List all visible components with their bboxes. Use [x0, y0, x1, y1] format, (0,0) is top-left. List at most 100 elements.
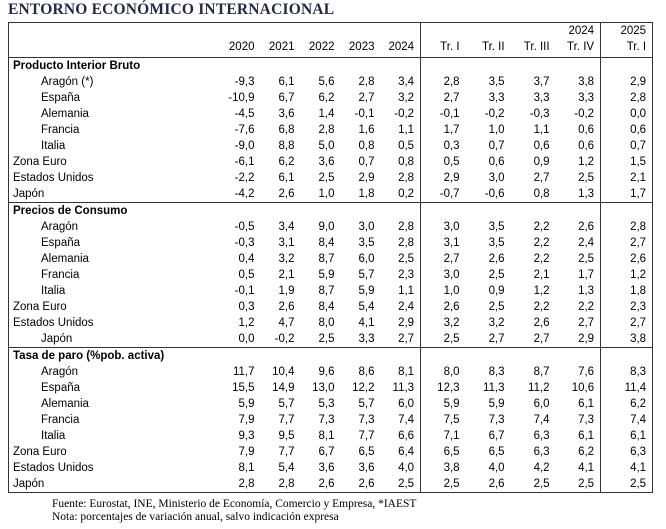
column-header: Tr. IV	[567, 41, 595, 53]
row-label: Zona Euro	[13, 156, 67, 168]
value-cell: -0,1	[354, 108, 375, 120]
empty-cell	[420, 347, 466, 364]
header-row: 2024 2025	[9, 22, 653, 39]
data-row: Japón -4,2 2,6 1,0 1,8 0,2 -0,7 -0,6 0,8 1,3 1,7	[9, 186, 653, 203]
value-cell: 12,2	[352, 382, 375, 394]
value-cell: 1,1	[398, 124, 415, 136]
row-label: Zona Euro	[13, 446, 67, 458]
value-cell: 2,5	[318, 172, 335, 184]
value-cell: 1,2	[578, 156, 595, 168]
empty-cell	[300, 347, 341, 364]
row-label: Francia	[41, 414, 80, 426]
value-cell: 3,3	[358, 333, 375, 345]
value-cell: 2,6	[420, 299, 466, 315]
value-cell: 8,4	[318, 301, 335, 313]
value-cell: 5,9	[318, 269, 335, 281]
value-cell: 2,5	[488, 269, 505, 281]
value-cell: 1,8	[600, 283, 653, 299]
table-body: Producto Interior Bruto Aragón (*) -9,3 6,1…	[8, 57, 653, 493]
data-row: España 15,5 14,9 13,0 12,2 11,3 12,3 11,3 11,2 10…	[9, 380, 653, 396]
empty-cell	[555, 202, 601, 219]
value-cell: -0,1	[420, 106, 466, 122]
value-cell: 13,0	[312, 382, 335, 394]
value-cell: 7,3	[578, 414, 595, 426]
note: Fuente: Eurostat, INE, Ministerio de Eco…	[52, 498, 417, 510]
value-cell: 8,1	[398, 366, 415, 378]
value-cell: 2,2	[533, 253, 550, 265]
value-cell: 2,8	[420, 74, 466, 90]
value-cell: 7,3	[488, 414, 505, 426]
value-cell: 1,1	[398, 285, 415, 297]
empty-cell	[340, 57, 381, 74]
header-year: 2024	[420, 22, 601, 39]
value-cell: 2,6	[318, 478, 335, 490]
data-row: Zona Euro 7,9 7,7 6,7 6,5 6,4 6,5 6,5 6,3 6,2 6,3	[9, 444, 653, 460]
empty-cell	[465, 57, 511, 74]
data-row: Aragón -0,5 3,4 9,0 3,0 2,8 3,0 3,5 2,2 2,6 2,8	[9, 219, 653, 235]
value-cell: 1,7	[420, 122, 466, 138]
value-cell: 2,5	[533, 478, 550, 490]
value-cell: 2,7	[420, 251, 466, 267]
value-cell: 1,2	[600, 267, 653, 283]
value-cell: 6,2	[278, 156, 295, 168]
value-cell: 3,0	[420, 219, 466, 235]
value-cell: 0,0	[600, 106, 653, 122]
value-cell: 1,0	[488, 124, 505, 136]
value-cell: -0,7	[420, 186, 466, 203]
data-row: España -10,9 6,7 6,2 2,7 3,2 2,7 3,3 3,3 3,3 2,8	[9, 90, 653, 106]
data-row: Francia -7,6 6,8 2,8 1,6 1,1 1,7 1,0 1,1 0,6 0,6	[9, 122, 653, 138]
value-cell: 11,3	[483, 382, 505, 394]
value-cell: 7,4	[398, 414, 415, 426]
value-cell: 3,3	[578, 92, 595, 104]
value-cell: 0,8	[398, 156, 415, 168]
value-cell: 2,7	[533, 172, 550, 184]
empty-cell	[510, 347, 556, 364]
value-cell: 2,1	[278, 269, 295, 281]
data-row: Zona Euro 0,3 2,6 8,4 5,4 2,4 2,6 2,5 2,2 2,2 2,3	[9, 299, 653, 315]
value-cell: 0,4	[238, 253, 255, 265]
data-row: Aragón 11,7 10,4 9,6 8,6 8,1 8,0 8,3 8,7 7,6 8,3	[9, 364, 653, 380]
notes: Fuente: Eurostat, INE, Ministerio de Eco…	[52, 498, 416, 524]
value-cell: 1,1	[533, 124, 550, 136]
value-cell: 2,5	[398, 253, 415, 265]
value-cell: 2,3	[398, 269, 415, 281]
value-cell: 14,9	[272, 382, 295, 394]
value-cell: 1,3	[578, 188, 595, 200]
value-cell: 6,0	[533, 398, 550, 410]
value-cell: 5,9	[358, 285, 375, 297]
value-cell: 5,9	[238, 398, 255, 410]
value-cell: 2,9	[600, 74, 653, 90]
value-cell: 2,5	[578, 172, 595, 184]
value-cell: 7,4	[533, 414, 550, 426]
row-label: Zona Euro	[13, 301, 67, 313]
value-cell: 7,7	[358, 430, 375, 442]
value-cell: 3,2	[278, 253, 295, 265]
value-cell: 8,6	[358, 366, 375, 378]
value-cell: 2,9	[420, 170, 466, 186]
value-cell: -10,9	[228, 92, 255, 104]
value-cell: 2,8	[398, 172, 415, 184]
empty-cell	[300, 57, 341, 74]
value-cell: 8,7	[318, 285, 335, 297]
row-label: Francia	[41, 124, 80, 136]
value-cell: 6,2	[318, 92, 335, 104]
value-cell: 2,7	[398, 333, 415, 345]
value-cell: 3,6	[278, 108, 295, 120]
value-cell: 8,1	[238, 462, 255, 474]
header-row: 2020 2021 2022 2023 2024 Tr. I Tr. II Tr. III Tr…	[9, 39, 653, 58]
column-header: 2020	[228, 41, 255, 53]
row-label: Japón	[13, 478, 45, 490]
value-cell: 3,8	[578, 76, 595, 88]
value-cell: 3,3	[533, 92, 550, 104]
value-cell: 3,8	[600, 331, 653, 348]
value-cell: 2,5	[600, 476, 653, 493]
data-row: Italia 9,3 9,5 8,1 7,7 6,6 7,1 6,7 6,3 6,1 6,1	[9, 428, 653, 444]
value-cell: 1,0	[318, 188, 335, 200]
value-cell: 2,7	[420, 90, 466, 106]
column-header: Tr. III	[523, 41, 550, 53]
row-label: Alemania	[41, 253, 89, 265]
value-cell: 8,7	[533, 366, 550, 378]
header-cell	[9, 39, 221, 58]
value-cell: 2,5	[398, 478, 415, 490]
value-cell: -4,5	[234, 108, 255, 120]
